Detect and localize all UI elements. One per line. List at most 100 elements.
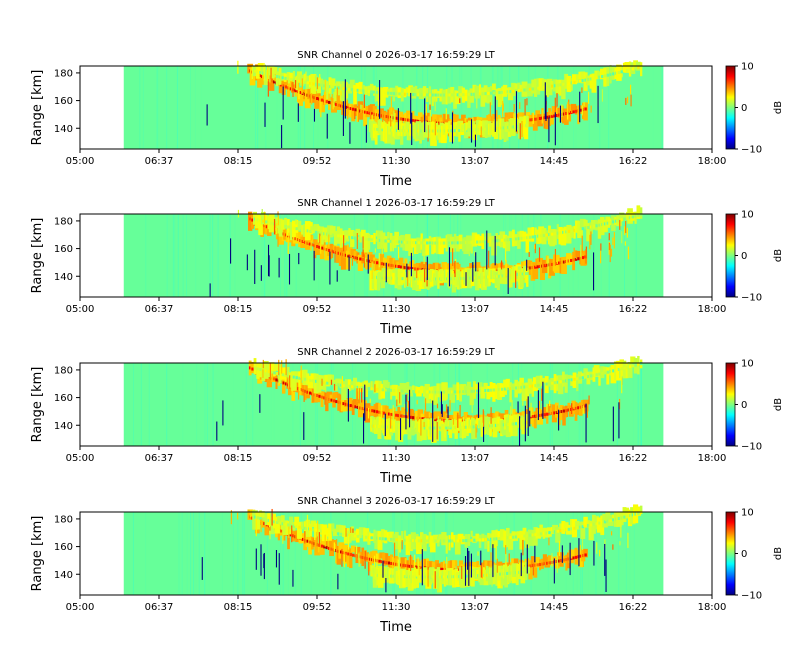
echo-halo — [519, 230, 524, 242]
echo-point — [334, 85, 337, 89]
echo-point — [384, 388, 387, 392]
echo-fleck — [333, 384, 336, 391]
echo-halo — [324, 244, 330, 261]
echo-fleck — [462, 422, 464, 440]
echo-point — [281, 224, 284, 228]
echo-point — [617, 218, 621, 222]
echo-point — [335, 103, 338, 107]
echo-fleck — [316, 77, 319, 90]
echo-fleck — [336, 87, 338, 99]
noise-streak — [595, 512, 597, 595]
noise-streak — [166, 363, 168, 446]
echo-fleck — [376, 553, 378, 569]
echo-halo — [412, 385, 415, 392]
echo-fleck — [522, 539, 524, 556]
echo-halo — [363, 232, 369, 253]
echo-point — [459, 93, 462, 97]
echo-point — [332, 399, 336, 403]
echo-halo — [375, 258, 380, 271]
echo-halo — [570, 519, 574, 528]
echo-halo — [576, 373, 579, 392]
noise-streak — [521, 363, 523, 446]
echo-point — [598, 75, 601, 79]
echo-point — [401, 389, 404, 393]
echo-point — [534, 265, 537, 269]
noise-streak — [624, 214, 626, 297]
echo-point — [514, 237, 518, 241]
echo-fleck — [568, 99, 570, 112]
echo-halo — [457, 533, 464, 540]
noise-streak — [448, 363, 450, 446]
noise-streak — [139, 66, 141, 149]
echo-fleck — [371, 261, 373, 279]
echo-point — [264, 369, 268, 373]
echo-halo — [612, 514, 615, 522]
echo-halo — [287, 529, 290, 550]
echo-halo — [334, 83, 337, 102]
echo-halo — [432, 262, 437, 272]
echo-point — [331, 85, 334, 89]
echo-point — [325, 100, 329, 104]
echo-halo — [389, 257, 394, 278]
echo-fleck — [282, 529, 284, 544]
echo-point — [603, 74, 607, 78]
echo-fleck — [381, 405, 383, 424]
echo-point — [368, 557, 372, 561]
echo-point — [404, 564, 408, 568]
echo-point — [506, 90, 510, 94]
echo-halo — [559, 523, 562, 530]
echo-point — [411, 416, 415, 420]
y-tick-label: 180 — [54, 514, 73, 525]
colorbar-tick-label: 0 — [741, 103, 747, 114]
echo-halo — [531, 381, 535, 397]
echo-fleck — [316, 531, 318, 547]
noise-streak — [234, 214, 236, 297]
echo-fleck — [324, 392, 326, 405]
echo-halo — [505, 235, 511, 252]
echo-halo — [430, 386, 436, 404]
echo-point — [623, 515, 626, 519]
x-tick-label: 13:07 — [461, 156, 490, 167]
echo-point — [565, 112, 568, 116]
noise-streak — [204, 512, 206, 595]
echo-halo — [521, 417, 527, 435]
echo-fleck — [347, 244, 349, 256]
echo-point — [292, 78, 296, 82]
interference-line — [408, 389, 411, 428]
echo-point — [328, 382, 332, 386]
echo-halo — [347, 546, 350, 567]
echo-halo — [353, 251, 358, 262]
noise-streak — [565, 512, 567, 595]
echo-fleck — [311, 93, 313, 105]
echo-halo — [428, 236, 432, 246]
interference-line — [410, 252, 412, 277]
colorbar — [725, 362, 736, 447]
echo-halo — [484, 535, 487, 549]
echo-halo — [574, 402, 578, 421]
interference-line — [424, 98, 426, 133]
echo-halo — [471, 421, 477, 439]
echo-point — [298, 227, 301, 231]
echo-point — [464, 390, 468, 394]
echo-point — [506, 238, 510, 242]
echo-point — [368, 408, 372, 412]
echo-point — [383, 411, 386, 415]
echo-halo — [571, 74, 577, 85]
echo-halo — [374, 530, 381, 550]
echo-point — [339, 86, 343, 90]
colorbar-tick-label: −10 — [741, 293, 762, 304]
echo-point — [289, 78, 293, 82]
interference-line — [480, 550, 482, 566]
echo-point — [531, 415, 535, 419]
echo-halo — [377, 567, 384, 588]
echo-point — [407, 266, 410, 270]
echo-halo — [393, 555, 399, 569]
noise-streak — [209, 214, 211, 297]
echo-point — [456, 93, 460, 97]
echo-fleck — [396, 399, 398, 407]
noise-streak — [124, 363, 126, 446]
echo-point — [470, 389, 473, 393]
echo-fleck — [601, 89, 604, 102]
echo-point — [298, 376, 301, 380]
echo-point — [481, 538, 485, 542]
